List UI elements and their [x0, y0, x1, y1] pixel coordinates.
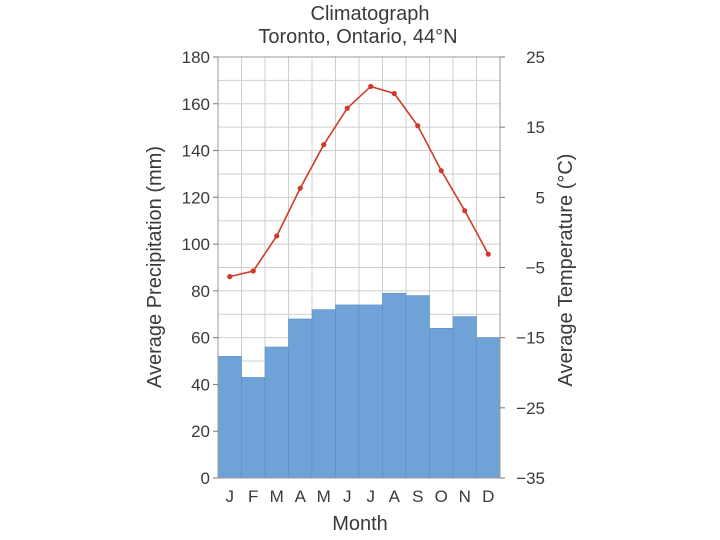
x-tick-label: S: [412, 487, 423, 506]
left-tick-label: 20: [191, 422, 210, 441]
temperature-point: [344, 105, 350, 111]
precipitation-bar: [382, 292, 407, 479]
precipitation-bar: [217, 356, 242, 479]
temperature-point: [485, 251, 491, 257]
right-tick-label: 5: [536, 188, 545, 207]
x-tick-label: J: [367, 487, 376, 506]
chart-subtitle: Toronto, Ontario, 44°N: [258, 26, 457, 48]
x-tick-label: M: [317, 487, 331, 506]
chart-title: Climatograph: [311, 3, 430, 25]
left-tick-label: 0: [201, 469, 210, 488]
x-axis-label: Month: [332, 513, 388, 535]
x-tick-label: D: [482, 487, 494, 506]
x-tick-label: A: [295, 487, 307, 506]
temperature-point: [368, 83, 374, 90]
left-tick-label: 80: [191, 282, 210, 301]
x-tick-label: M: [270, 487, 284, 506]
x-tick-label: J: [343, 487, 352, 506]
precipitation-bar: [476, 337, 501, 479]
left-axis-ticks: 0 20 40 60 80 100 120 140 160 180: [182, 48, 218, 488]
left-tick-label: 100: [182, 235, 210, 254]
x-tick-label: F: [248, 487, 258, 506]
precipitation-bar: [452, 316, 477, 479]
temperature-point: [438, 168, 444, 174]
temperature-point: [250, 268, 256, 274]
left-tick-label: 40: [191, 375, 210, 394]
precipitation-bar: [358, 304, 383, 479]
temperature-point: [391, 90, 397, 97]
right-tick-label: −25: [516, 399, 545, 418]
temperature-point: [462, 208, 468, 214]
left-tick-label: 120: [182, 188, 210, 207]
left-axis-label: Average Precipitation (mm): [144, 146, 166, 388]
temperature-point: [415, 123, 421, 129]
right-axis-label: Average Temperature (°C): [555, 154, 577, 387]
temperature-line: [227, 83, 491, 280]
right-tick-label: −35: [516, 469, 545, 488]
temperature-polyline: [229, 85, 489, 278]
precipitation-bar: [288, 318, 313, 479]
precipitation-bar: [264, 346, 289, 479]
precipitation-bar: [429, 328, 454, 479]
x-tick-label: O: [435, 487, 448, 506]
right-tick-label: 25: [526, 48, 545, 67]
left-tick-label: 180: [182, 48, 210, 67]
precipitation-bar: [311, 309, 336, 479]
temperature-point: [297, 185, 303, 191]
left-tick-label: 60: [191, 329, 210, 348]
right-axis-ticks: −35 −25 −15 −5 5 15 25: [500, 48, 545, 488]
right-tick-label: 15: [526, 118, 545, 137]
left-tick-label: 140: [182, 142, 210, 161]
precipitation-bar: [241, 377, 266, 479]
precipitation-bar: [335, 304, 360, 479]
temperature-point: [274, 233, 280, 239]
x-tick-label: A: [389, 487, 401, 506]
temperature-point: [321, 142, 327, 148]
precipitation-bars: [217, 292, 501, 479]
right-tick-label: −15: [516, 329, 545, 348]
x-tick-label: N: [459, 487, 471, 506]
right-tick-label: −5: [526, 259, 545, 278]
left-tick-label: 160: [182, 95, 210, 114]
temperature-point: [227, 274, 233, 280]
precipitation-bar: [405, 295, 430, 479]
x-tick-label: J: [226, 487, 235, 506]
